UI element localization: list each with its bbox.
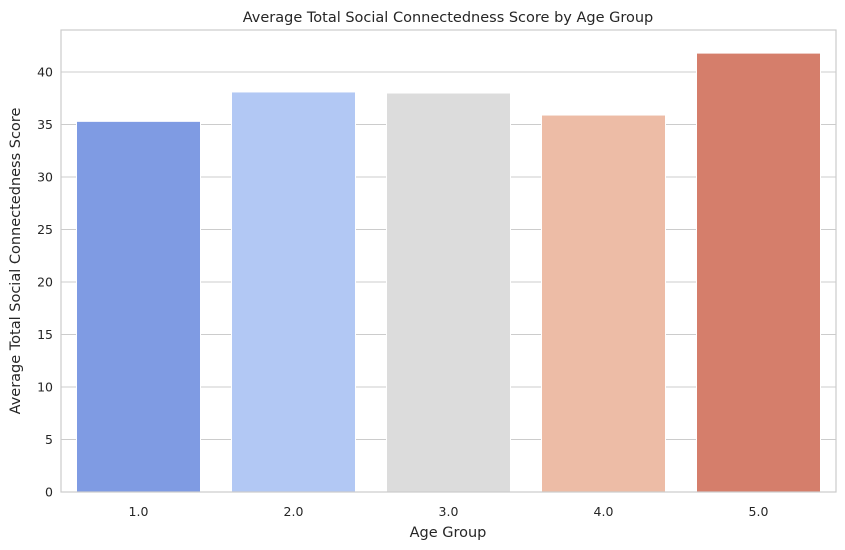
y-tick-label: 15 [37, 327, 53, 342]
y-tick-label: 10 [37, 380, 53, 395]
y-tick-label: 25 [37, 222, 53, 237]
y-tick-label: 5 [45, 432, 53, 447]
bar-3.0 [386, 92, 511, 493]
x-axis-label: Age Group [410, 525, 487, 541]
x-tick-label: 2.0 [284, 504, 304, 519]
x-tick-labels: 1.0 2.0 3.0 4.0 5.0 [129, 504, 769, 519]
x-tick-label: 1.0 [129, 504, 149, 519]
bar-4.0 [541, 114, 666, 493]
chart-title: Average Total Social Connectedness Score… [243, 10, 654, 26]
x-tick-label: 4.0 [594, 504, 614, 519]
y-tick-label: 0 [45, 485, 53, 500]
bar-1.0 [76, 120, 201, 493]
plot-frame [60, 29, 837, 493]
x-tick-label: 5.0 [749, 504, 769, 519]
y-tick-labels: 0 5 10 15 20 25 30 35 40 [37, 65, 53, 500]
x-tick-label: 3.0 [439, 504, 459, 519]
bar-5.0 [696, 52, 821, 493]
bars [76, 52, 821, 493]
y-tick-label: 20 [37, 275, 53, 290]
y-tick-label: 30 [37, 170, 53, 185]
y-tick-label: 35 [37, 117, 53, 132]
y-axis-label: Average Total Social Connectedness Score [8, 108, 24, 415]
bar-2.0 [231, 91, 356, 493]
y-tick-label: 40 [37, 65, 53, 80]
